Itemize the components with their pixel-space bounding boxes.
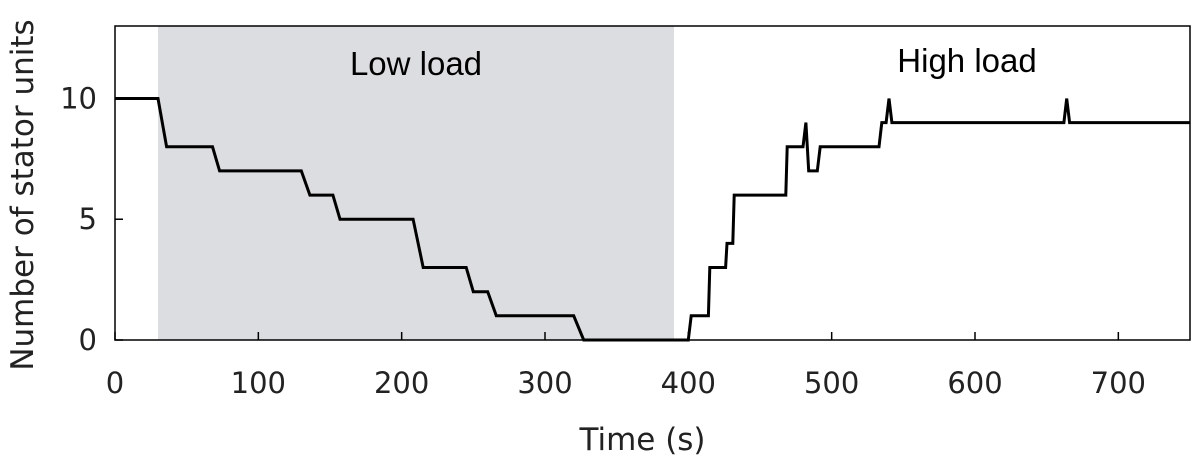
region-label-0: Low load	[350, 45, 482, 82]
y-tick-label: 10	[60, 81, 97, 115]
x-tick-label: 300	[517, 366, 572, 400]
axis-ticks: 0 100 200 300 400 500 600 700 0 5 10	[60, 81, 1146, 400]
x-tick-label: 600	[947, 366, 1002, 400]
series-layer	[115, 97, 1190, 342]
region-label-1: High load	[897, 42, 1036, 79]
x-axis-title: Time (s)	[578, 422, 705, 458]
x-tick-label: 200	[374, 366, 429, 400]
y-tick-label: 0	[79, 323, 97, 357]
x-tick-label: 700	[1091, 366, 1146, 400]
region-shade-0	[158, 26, 674, 340]
labels-layer: Low load High load	[350, 42, 1037, 82]
load-regions	[158, 26, 674, 340]
y-tick-label: 5	[79, 202, 97, 236]
series-line-0	[115, 97, 1190, 342]
x-tick-label: 100	[231, 366, 286, 400]
x-tick-label: 400	[661, 366, 716, 400]
y-axis-title: Number of stator units	[5, 19, 41, 370]
x-tick-label: 500	[804, 366, 859, 400]
x-tick-label: 0	[106, 366, 124, 400]
